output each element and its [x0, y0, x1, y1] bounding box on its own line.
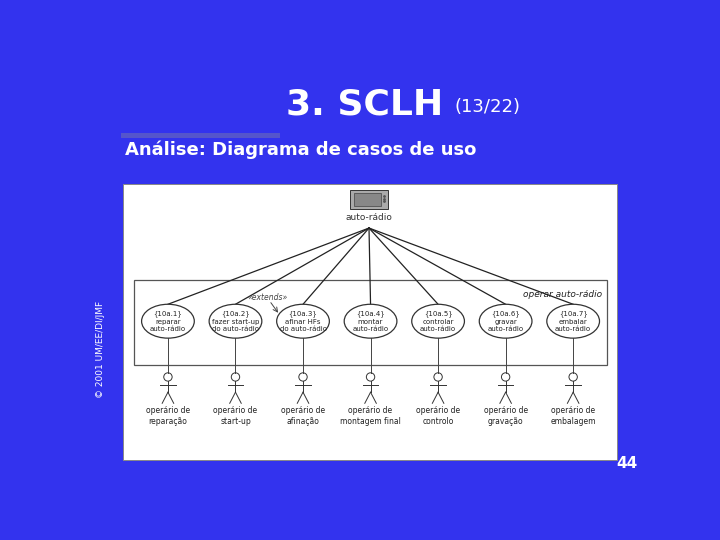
Bar [354, 193, 382, 206]
Text: auto-rádio: auto-rádio [353, 326, 389, 332]
Text: montar: montar [358, 319, 383, 325]
Ellipse shape [344, 304, 397, 338]
Ellipse shape [276, 304, 329, 338]
Text: operário de
embalagem: operário de embalagem [550, 407, 596, 426]
Text: (13/22): (13/22) [454, 98, 521, 116]
Ellipse shape [480, 304, 532, 338]
Text: do auto-rádio: do auto-rádio [212, 326, 259, 332]
Text: {10a.7}: {10a.7} [559, 310, 588, 317]
Text: operário de
gravação: operário de gravação [484, 407, 528, 426]
Text: {10a.3}: {10a.3} [289, 310, 318, 317]
Text: embalar: embalar [559, 319, 588, 325]
Text: 3. SCLH: 3. SCLH [287, 88, 444, 122]
Text: reparar: reparar [155, 319, 181, 325]
Text: gravar: gravar [494, 319, 517, 325]
Ellipse shape [209, 304, 262, 338]
Text: {10a.6}: {10a.6} [491, 310, 520, 317]
Text: auto-rádio: auto-rádio [420, 326, 456, 332]
Text: 44: 44 [616, 456, 637, 471]
Ellipse shape [546, 304, 600, 338]
Text: auto-rádio: auto-rádio [555, 326, 591, 332]
Bar [134, 280, 607, 365]
Bar [122, 184, 617, 460]
Text: operário de
start-up: operário de start-up [213, 407, 258, 426]
Text: operário de
reparação: operário de reparação [146, 407, 190, 426]
Text: «extends»: «extends» [248, 293, 288, 302]
Text: {10a.2}: {10a.2} [221, 310, 250, 317]
Text: auto-rádio: auto-rádio [487, 326, 523, 332]
Text: operário de
afinação: operário de afinação [281, 407, 325, 426]
Text: afinar HFs: afinar HFs [285, 319, 321, 325]
Ellipse shape [412, 304, 464, 338]
Text: {10a.5}: {10a.5} [423, 310, 452, 317]
Text: do auto-rádio: do auto-rádio [279, 326, 326, 332]
Bar [121, 132, 280, 138]
Text: fazer start-up: fazer start-up [212, 319, 259, 325]
Text: {10a.4}: {10a.4} [356, 310, 385, 317]
Text: controlar: controlar [423, 319, 454, 325]
Text: auto-rádio: auto-rádio [346, 213, 392, 221]
Text: operar auto-rádio: operar auto-rádio [523, 289, 602, 299]
Text: auto-rádio: auto-rádio [150, 326, 186, 332]
Bar [351, 190, 387, 209]
Text: {10a.1}: {10a.1} [153, 310, 182, 317]
Text: operário de
controlo: operário de controlo [416, 407, 460, 426]
Text: Análise: Diagrama de casos de uso: Análise: Diagrama de casos de uso [125, 140, 476, 159]
Ellipse shape [142, 304, 194, 338]
Text: operário de
montagem final: operário de montagem final [340, 407, 401, 426]
Text: © 2001 UM/EE/DI/JMF: © 2001 UM/EE/DI/JMF [96, 301, 105, 399]
